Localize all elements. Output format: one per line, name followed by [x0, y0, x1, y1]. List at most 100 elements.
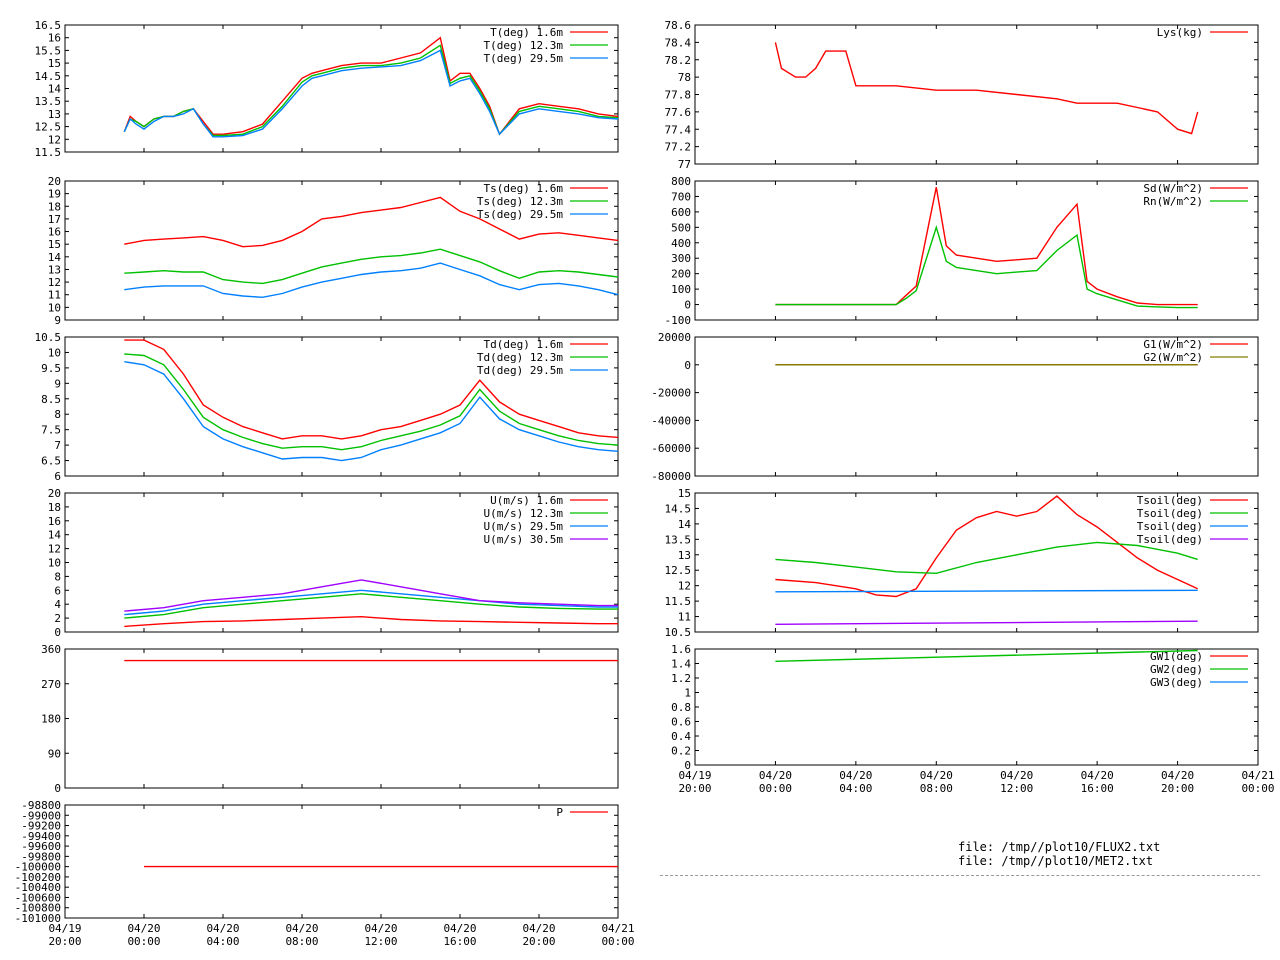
G-ytick-label: -60000	[651, 442, 691, 455]
Sd-ytick-label: 700	[671, 190, 691, 203]
GW-ytick-label: 0.8	[671, 701, 691, 714]
T-ytick-label: 11.5	[35, 146, 62, 159]
Lys-ytick-label: 78	[678, 71, 691, 84]
G-ytick-label: -40000	[651, 414, 691, 427]
file-note-met: file: /tmp//plot10/MET2.txt	[958, 854, 1154, 868]
Lys-ytick-label: 77.2	[665, 141, 692, 154]
Lys-ytick-label: 77.4	[665, 123, 692, 136]
Tsoil-ytick-label: 12	[678, 580, 691, 593]
Lys-series-0-line	[774, 42, 1199, 135]
GW-series-1-line	[775, 649, 1198, 662]
P-ytick-label: -100200	[15, 871, 61, 884]
Td-ytick-label: 10	[48, 346, 61, 359]
P-ytick-label: -99400	[21, 830, 61, 843]
P-xtick-label: 04:00	[206, 935, 239, 948]
Tsoil-ytick-label: 13.5	[665, 533, 692, 546]
separator-rule	[660, 875, 1260, 876]
GW-xtick-label: 12:00	[1000, 782, 1033, 795]
P-xtick-label: 04/20	[443, 922, 476, 935]
Tsoil-ytick-label: 11.5	[665, 595, 692, 608]
Lys-ytick-label: 77	[678, 158, 691, 171]
Lys-legend-label: Lys(kg)	[1157, 26, 1203, 39]
GW-ytick-label: 0.6	[671, 716, 691, 729]
Sd-series-1-line	[775, 224, 1198, 309]
Sd-ytick-label: -100	[665, 314, 692, 327]
P-xtick-label: 04/20	[364, 922, 397, 935]
P-xtick-label: 04/21	[601, 922, 634, 935]
GW-xtick-label: 00:00	[1241, 782, 1274, 795]
Sd-series-0-line	[775, 187, 1198, 306]
Tsoil-frame	[694, 492, 1259, 633]
G-legend-label: G2(W/m^2)	[1143, 351, 1203, 364]
Ts-ytick-label: 18	[48, 200, 61, 213]
G-ytick-label: 20000	[658, 331, 691, 344]
P-xtick-label: 00:00	[127, 935, 160, 948]
Td-series-0-line	[124, 339, 619, 440]
Td-ytick-label: 8	[54, 408, 61, 421]
T-ytick-label: 15.5	[35, 44, 62, 57]
T-ytick-label: 13	[48, 108, 61, 121]
dir-ytick-label: 270	[41, 678, 61, 691]
P-xtick-label: 04/20	[285, 922, 318, 935]
Td-frame	[64, 336, 619, 477]
Ts-ytick-label: 10	[48, 301, 61, 314]
Td-ytick-label: 6.5	[41, 455, 61, 468]
GW-xtick-label: 04/20	[1161, 769, 1194, 782]
Sd-frame	[694, 180, 1259, 321]
U-series-3-line	[124, 579, 618, 612]
U-ytick-label: 6	[54, 584, 61, 597]
Tsoil-ytick-label: 13	[678, 549, 691, 562]
Tsoil-ytick-label: 14	[678, 518, 692, 531]
U-ytick-label: 18	[48, 501, 61, 514]
U-ytick-label: 16	[48, 515, 61, 528]
Ts-series-1-line	[124, 248, 619, 285]
GW-legend-label: GW2(deg)	[1150, 663, 1203, 676]
P-xtick-label: 20:00	[48, 935, 81, 948]
P-xtick-label: 04/20	[522, 922, 555, 935]
GW-ytick-label: 1	[684, 687, 691, 700]
Tsoil-legend-label: Tsoil(deg)	[1137, 507, 1203, 520]
Td-ytick-label: 9	[54, 377, 61, 390]
Ts-ytick-label: 15	[48, 238, 61, 251]
Ts-ytick-label: 11	[48, 289, 61, 302]
P-xtick-label: 20:00	[522, 935, 555, 948]
Td-ytick-label: 7.5	[41, 424, 61, 437]
P-xtick-label: 04/20	[127, 922, 160, 935]
Tsoil-ytick-label: 12.5	[665, 564, 692, 577]
P-xtick-label: 12:00	[364, 935, 397, 948]
GW-ytick-label: 1.6	[671, 643, 691, 656]
Ts-legend-label: Ts(deg) 1.6m	[484, 182, 564, 195]
file-note-flux: file: /tmp//plot10/FLUX2.txt	[958, 840, 1161, 854]
T-series-2-line	[123, 49, 619, 138]
P-ytick-label: -100800	[15, 902, 61, 915]
P-xtick-label: 16:00	[443, 935, 476, 948]
U-series-2-line	[124, 589, 618, 616]
P-xtick-label: 04/20	[206, 922, 239, 935]
GW-xtick-label: 04/20	[759, 769, 792, 782]
P-ytick-label: -99600	[21, 840, 61, 853]
GW-ytick-label: 0.4	[671, 730, 691, 743]
G-ytick-label: -80000	[651, 470, 691, 483]
T-legend-label: T(deg) 29.5m	[484, 52, 564, 65]
T-ytick-label: 13.5	[35, 95, 62, 108]
P-ytick-label: -101000	[15, 912, 61, 925]
G-frame	[694, 336, 1259, 477]
GW-xtick-label: 20:00	[1161, 782, 1194, 795]
Tsoil-ytick-label: 10.5	[665, 626, 692, 639]
Lys-ytick-label: 78.6	[665, 19, 692, 32]
P-ytick-label: -100600	[15, 891, 61, 904]
Lys-ytick-label: 77.6	[665, 106, 692, 119]
GW-xtick-label: 16:00	[1081, 782, 1114, 795]
Ts-ytick-label: 19	[48, 188, 61, 201]
G-legend-label: G1(W/m^2)	[1143, 338, 1203, 351]
GW-xtick-label: 08:00	[920, 782, 953, 795]
Lys-ytick-label: 78.2	[665, 54, 692, 67]
P-ytick-label: -99800	[21, 850, 61, 863]
U-legend-label: U(m/s) 1.6m	[490, 494, 563, 507]
Ts-legend-label: Ts(deg) 12.3m	[477, 195, 563, 208]
dir-ytick-label: 0	[54, 782, 61, 795]
Tsoil-ytick-label: 14.5	[665, 502, 692, 515]
P-ytick-label: -98800	[21, 799, 61, 812]
GW-xtick-label: 04/20	[1081, 769, 1114, 782]
Sd-legend-label: Rn(W/m^2)	[1143, 195, 1203, 208]
